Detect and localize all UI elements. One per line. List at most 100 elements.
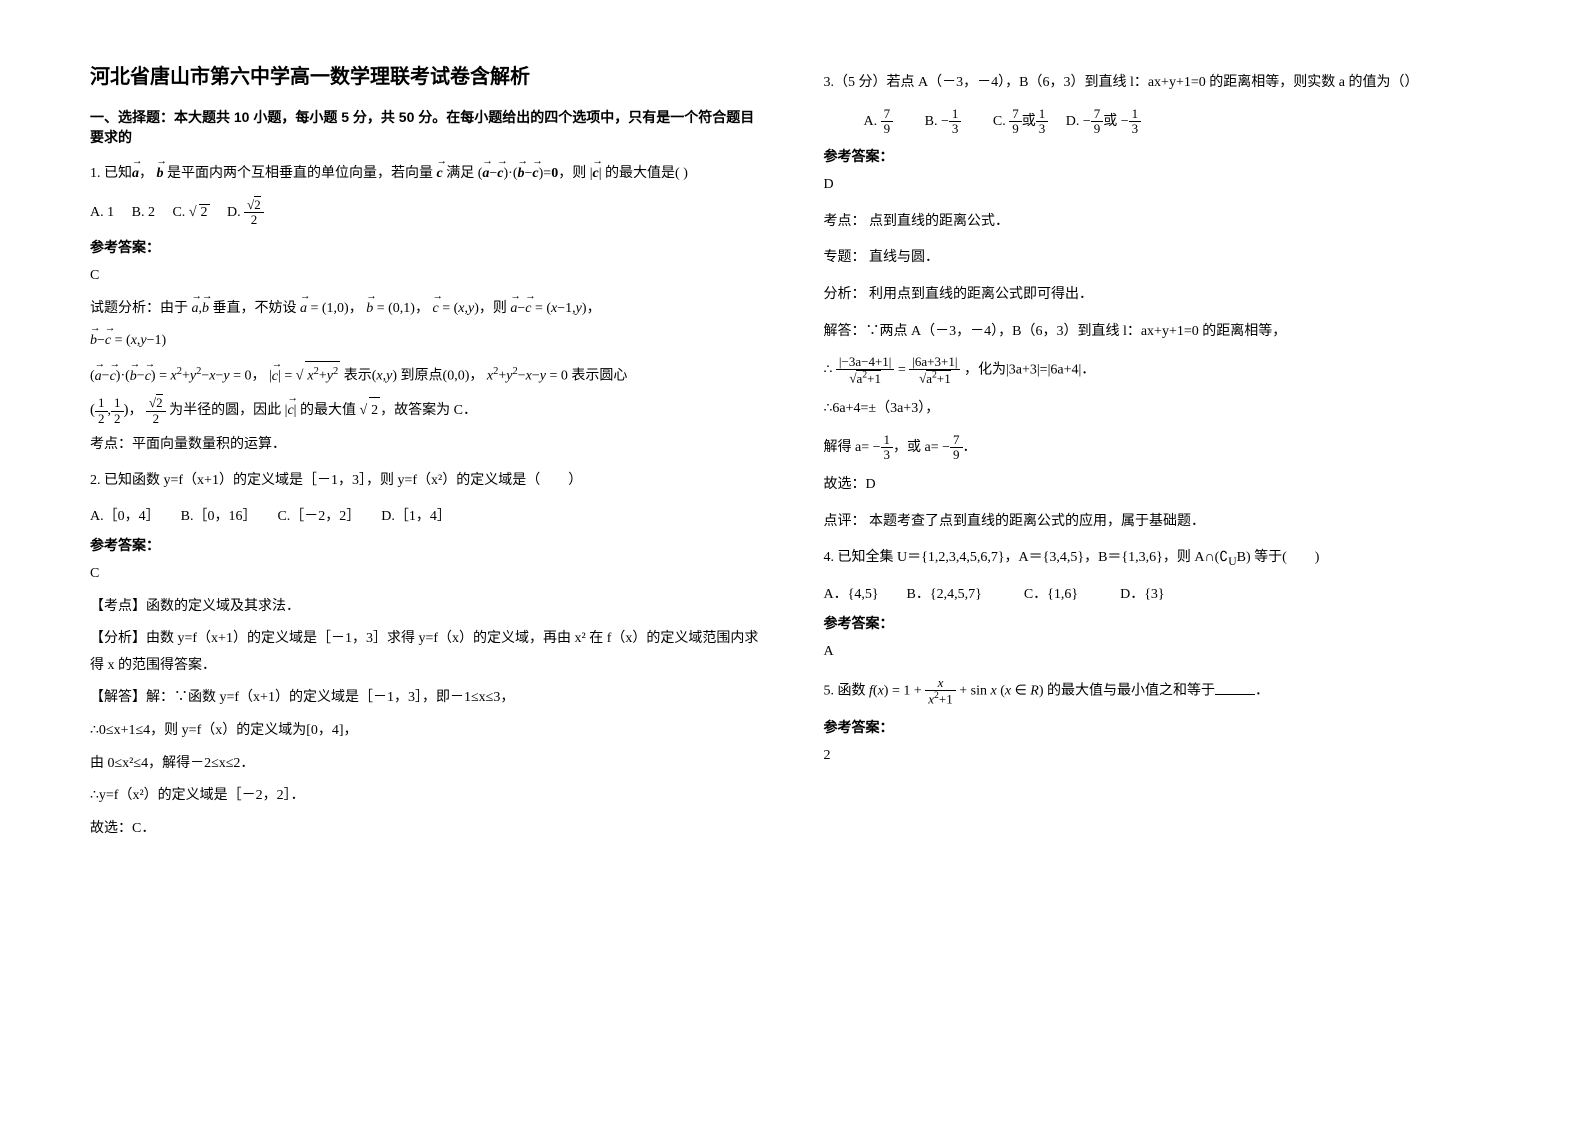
vec-ac-icon: a [510,296,517,323]
frac-sqrt2-2: √22 [244,198,264,228]
vec-c-icon: c [105,328,111,355]
txt: ， [415,301,429,316]
vector-c-icon: c [497,161,503,188]
q1-analysis-2: b−c = (x,y−1) [90,328,764,355]
q2-analysis: 【考点】函数的定义域及其求法． [90,594,764,621]
txt: 表示 [344,369,372,384]
txt: ，或 a= [893,440,942,455]
q3-optD: D. [1066,114,1083,129]
q3-analysis: 分析： 利用点到直线的距离公式即可得出． [824,282,1498,309]
frac-1-3: 13 [881,433,894,463]
vec-c-icon: c [432,296,438,323]
q1-optA: A. 1 [90,205,114,220]
q3-optB: B. [925,114,941,129]
frac-7-9: 79 [1009,107,1022,137]
q3-options: A. 79 B. −13 C. 79或13 D. −79或 −13 [824,107,1498,137]
txt: 试题分析：由于 [90,301,188,316]
q4-text: 等于( ) [1251,550,1320,565]
vec-b-icon: b [130,364,137,391]
q3-analysis: 专题： 直线与圆． [824,245,1498,272]
q3-analysis-5: ∴ |−3a−4+1|√a2+1 = |6a+3+1|√a2+1 ，化为|3a+… [824,355,1498,386]
q1-text: 满足 [443,166,478,181]
answer-label: 参考答案： [90,237,764,257]
txt: ， [251,369,265,384]
q1-options: A. 1 B. 2 C. √2 D. √22 [90,198,764,228]
vec-c-icon: c [525,296,531,323]
q4-text: 4. 已知全集 U＝{1,2,3,4,5,6,7}，A＝{3,4,5}，B＝{1… [824,550,1195,565]
sqrt-xy: x2+y2 [305,361,340,390]
txt: ， [587,301,601,316]
q1-analysis-1: 试题分析：由于 a,b 垂直，不妨设 a = (1,0)， b = (0,1)，… [90,296,764,323]
blank-fill [1215,694,1255,695]
answer-label: 参考答案： [824,717,1498,737]
vec-b-icon: b [366,296,373,323]
vec-a-icon: a [300,296,307,323]
page-title: 河北省唐山市第六中学高一数学理联考试卷含解析 [90,60,764,89]
answer-label: 参考答案： [90,535,764,555]
txt: ，化为|3a+3|=|6a+4|． [964,363,1095,378]
vector-a-icon: a [132,161,139,188]
q2-analysis: ∴0≤x+1≤4，则 y=f（x）的定义域为[0，4]， [90,718,764,745]
frac-12: 12 [95,396,108,426]
q1-optD: D. [227,205,244,220]
frac-12: 12 [111,396,124,426]
vec-a-icon: a [192,296,199,323]
frac-7-9: 79 [950,433,963,463]
txt: ． [963,440,977,455]
sqrt-2: 2 [199,204,210,221]
txt: 为半径的圆，因此 [169,403,281,418]
q4-options: A．{4,5} B．{2,4,5,7} C．{1,6} D．{3} [824,583,1498,603]
q1-optB: B. 2 [132,205,155,220]
txt: 表示圆心 [568,369,628,384]
vector-c-icon: c [437,161,443,188]
q2-answer: C [90,561,764,588]
txt: 到原点 [397,369,443,384]
vector-b-icon: b [518,161,525,188]
vec-b-icon: b [202,296,209,323]
q2-analysis: 【解答】解：∵函数 y=f（x+1）的定义域是［－1，3］，即－1≤x≤3， [90,685,764,712]
q5-text: ． [1255,684,1269,699]
txt: ， [469,369,483,384]
frac-1-3: 13 [1129,107,1142,137]
frac-sqrt2-2: √22 [146,396,166,426]
txt: ， [129,403,143,418]
question-1: 1. 已知a， b 是平面内两个互相垂直的单位向量，若向量 c 满足 (a−c)… [90,161,764,188]
txt: ，故答案为 C． [380,403,477,418]
q2-analysis: ∴y=f（x²）的定义域是［－2，2］． [90,783,764,810]
q1-text: 的最大值是( ) [602,166,688,181]
q3-analysis: 考点： 点到直线的距离公式． [824,209,1498,236]
q2-options: A.［0，4］ B.［0，16］ C.［－2，2］ D.［1，4］ [90,505,764,525]
frac-7-9: 79 [881,107,894,137]
question-2: 2. 已知函数 y=f（x+1）的定义域是［－1，3］，则 y=f（x²）的定义… [90,468,764,495]
frac-1-3: 13 [1036,107,1049,137]
q3-analysis-7: 解得 a= −13，或 a= −79． [824,433,1498,463]
answer-label: 参考答案： [824,613,1498,633]
vec-c-icon: c [272,364,278,391]
vec-a-icon: a [95,364,102,391]
frac-x-x2p1: xx2+1 [925,676,956,707]
q1-answer: C [90,263,764,290]
vector-c-icon: c [532,161,538,188]
q4-answer: A [824,639,1498,666]
vec-c-icon: c [145,364,151,391]
vec-b-icon: b [90,328,97,355]
q3-analysis: 点评： 本题考查了点到直线的距离公式的应用，属于基础题． [824,509,1498,536]
q2-analysis: 由 0≤x²≤4，解得－2≤x≤2． [90,751,764,778]
txt: 的最大值 [296,403,356,418]
q3-optA: A. [864,114,881,129]
question-5: 5. 函数 f(x) = 1 + xx2+1 + sin x (x ∈ R) 的… [824,676,1498,707]
vector-c-icon: c [593,161,599,188]
txt: 或 [1103,114,1121,129]
txt: 解得 a= [824,440,873,455]
q1-analysis-4: (12,12)， √22 为半径的圆，因此 |c| 的最大值 √2，故答案为 C… [90,396,764,426]
q3-answer: D [824,172,1498,199]
txt: ∴ [824,363,836,378]
txt: 或 [1022,114,1036,129]
q1-analysis-3: (a−c)·(b−c) = x2+y2−x−y = 0， |c| = √x2+y… [90,361,764,390]
q3-analysis: 解答：∵两点 A（－3，－4），B（6，3）到直线 l：ax+y+1=0 的距离… [824,319,1498,346]
q3-optC: C. [993,114,1009,129]
left-column: 河北省唐山市第六中学高一数学理联考试卷含解析 一、选择题：本大题共 10 小题，… [90,60,764,1062]
answer-label: 参考答案： [824,146,1498,166]
vec-c-icon: c [110,364,116,391]
frac-7-9: 79 [1091,107,1104,137]
